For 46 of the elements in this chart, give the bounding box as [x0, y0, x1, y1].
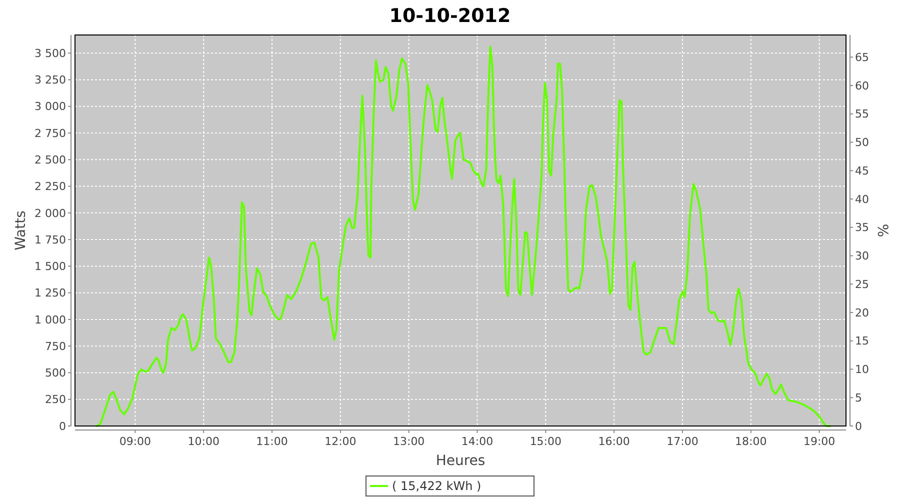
x-axis-title: Heures — [436, 453, 486, 469]
y2-tick-label: 55 — [855, 108, 869, 121]
y2-tick-label: 65 — [855, 50, 869, 64]
y-axis-title: Watts — [13, 210, 29, 250]
x-tick-label: 12:00 — [324, 435, 356, 448]
y-tick-label: 3 500 — [34, 46, 66, 60]
y2-tick-label: 5 — [855, 391, 862, 404]
x-tick-label: 15:00 — [530, 435, 562, 448]
y-tick-label: 250 — [45, 393, 66, 406]
y2-tick-label: 50 — [855, 136, 869, 150]
y2-tick-label: 60 — [855, 79, 869, 92]
y-tick-label: 1 250 — [34, 286, 66, 300]
y-tick-label: 1 500 — [34, 260, 66, 274]
y2-tick-label: 0 — [855, 420, 862, 433]
x-tick-label: 19:00 — [803, 435, 836, 448]
y-tick-label: 3 250 — [34, 74, 66, 87]
y2-tick-label: 40 — [855, 192, 869, 206]
line-series — [96, 46, 832, 427]
y2-tick-label: 15 — [855, 334, 869, 348]
x-tick-label: 16:00 — [598, 435, 630, 448]
y-tick-label: 2 750 — [34, 126, 66, 140]
y-tick-label: 500 — [45, 366, 66, 380]
chart-title: 10-10-2012 — [389, 5, 511, 27]
x-tick-label: 14:00 — [461, 435, 494, 448]
x-tick-label: 11:00 — [256, 435, 288, 448]
y2-tick-label: 45 — [855, 164, 869, 178]
y2-tick-label: 10 — [855, 363, 869, 376]
y-tick-label: 750 — [45, 340, 66, 353]
x-tick-label: 09:00 — [119, 435, 152, 448]
y2-tick-label: 30 — [855, 250, 869, 263]
y-tick-label: 1 750 — [34, 233, 66, 246]
y2-tick-label: 35 — [855, 221, 869, 234]
y-tick-label: 2 250 — [34, 180, 66, 194]
y2-tick-label: 25 — [855, 278, 869, 291]
legend-label: ( 15,422 kWh ) — [392, 479, 482, 494]
y-tick-label: 3 000 — [34, 100, 66, 114]
y2-tick-label: 20 — [855, 306, 869, 320]
x-tick-label: 13:00 — [393, 435, 425, 448]
y2-axis-title: % — [874, 224, 890, 238]
y-tick-label: 2 500 — [34, 154, 66, 166]
y-tick-label: 2 000 — [34, 206, 66, 220]
y-tick-label: 1 000 — [34, 313, 66, 326]
x-tick-label: 18:00 — [735, 435, 767, 448]
y-tick-label: 0 — [59, 420, 66, 433]
x-tick-label: 10:00 — [188, 435, 220, 448]
x-tick-label: 17:00 — [666, 435, 698, 448]
